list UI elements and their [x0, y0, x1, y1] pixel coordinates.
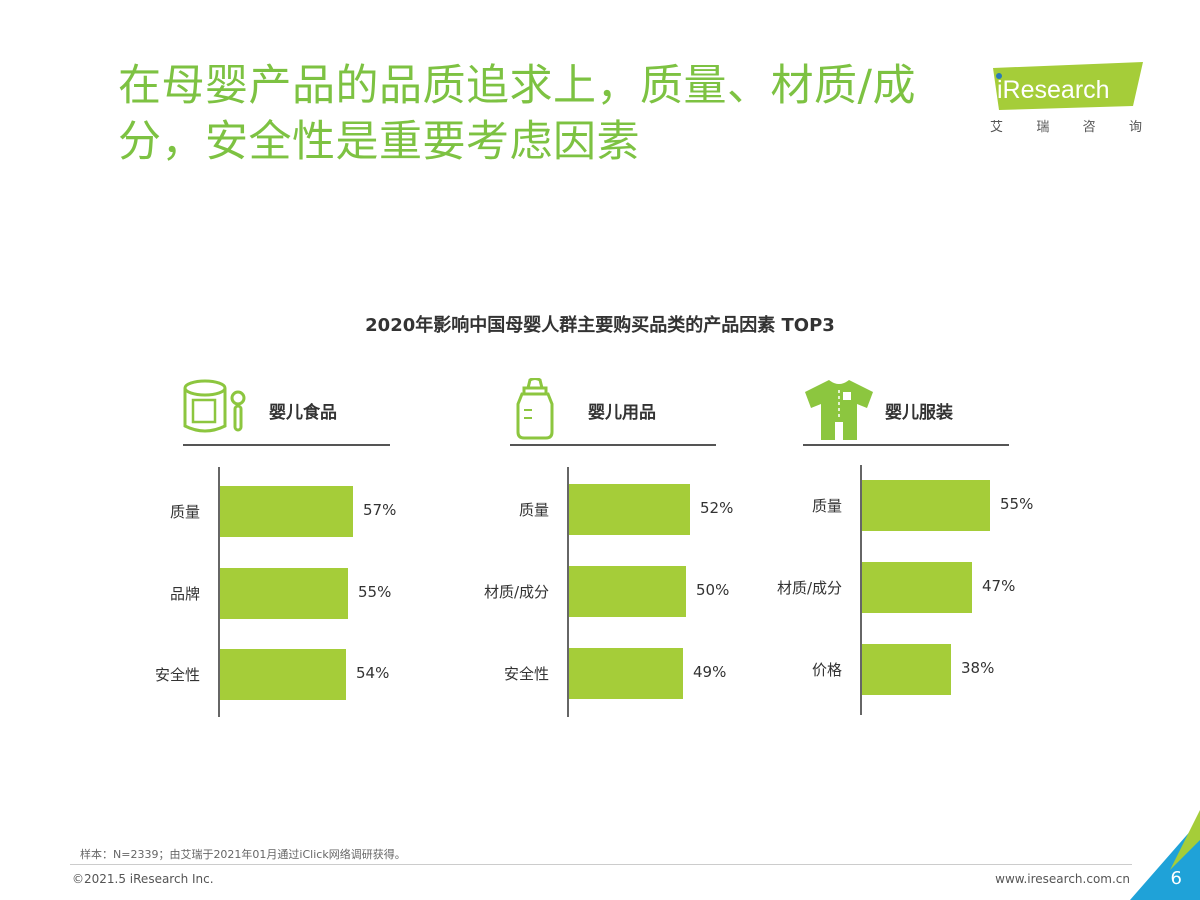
chart-title: 2020年影响中国母婴人群主要购买品类的产品因素 TOP3 — [365, 315, 835, 336]
data-label: 54% — [356, 664, 390, 682]
data-label: 47% — [982, 577, 1016, 595]
category-label: 质量 — [169, 503, 200, 521]
panel-label: 婴儿服装 — [885, 403, 953, 423]
logo-subtitle-char: 咨 — [1082, 120, 1096, 135]
iresearch-logo: iResearch — [993, 62, 1143, 110]
panel-header-baby-products: 婴儿用品 — [510, 374, 716, 446]
data-label: 49% — [693, 663, 727, 681]
bar — [569, 484, 690, 535]
website-link[interactable]: www.iresearch.com.cn — [995, 872, 1130, 886]
bar — [220, 649, 346, 700]
footer-divider — [70, 864, 1132, 865]
data-label: 38% — [961, 659, 995, 677]
category-label: 质量 — [518, 501, 549, 519]
category-label: 质量 — [811, 497, 842, 515]
logo-subtitle-char: 询 — [1128, 120, 1142, 135]
logo-text: iResearch — [997, 76, 1110, 104]
panel-axis-baby-products — [567, 467, 569, 717]
category-label: 材质/成分 — [776, 579, 842, 597]
panel-label: 婴儿食品 — [269, 403, 337, 423]
page-title: 在母婴产品的品质追求上，质量、材质/成分，安全性是重要考虑因素 — [118, 61, 916, 167]
bar — [862, 644, 951, 695]
corner-decoration — [1130, 810, 1200, 900]
data-label: 50% — [696, 581, 730, 599]
baby-bottle-icon — [516, 378, 554, 440]
bar — [862, 562, 972, 613]
panel-axis-baby-clothing — [860, 465, 862, 715]
category-label: 安全性 — [154, 666, 200, 684]
footnote: 样本：N=2339；由艾瑞于2021年01月通过iClick网络调研获得。 — [80, 848, 406, 861]
category-label: 安全性 — [503, 665, 549, 683]
category-label: 价格 — [811, 661, 842, 679]
category-label: 品牌 — [169, 585, 200, 603]
data-label: 57% — [363, 501, 397, 519]
category-label: 材质/成分 — [483, 583, 549, 601]
bar — [220, 486, 353, 537]
data-label: 55% — [358, 583, 392, 601]
page-number: 6 — [1170, 868, 1182, 889]
panel-label: 婴儿用品 — [588, 403, 656, 423]
logo-subtitle-char: 艾 — [990, 120, 1004, 135]
baby-onesie-icon — [805, 380, 873, 440]
logo-subtitle-char: 瑞 — [1036, 120, 1050, 135]
data-label: 52% — [700, 499, 734, 517]
formula-can-icon — [183, 379, 246, 433]
bar — [569, 648, 683, 699]
panel-header-baby-clothing: 婴儿服装 — [803, 374, 1009, 446]
panel-axis-baby-food — [218, 467, 220, 717]
bar — [862, 480, 990, 531]
copyright: ©2021.5 iResearch Inc. — [72, 872, 214, 886]
bar — [220, 568, 348, 619]
panel-header-baby-food: 婴儿食品 — [183, 374, 390, 446]
data-label: 55% — [1000, 495, 1034, 513]
bar — [569, 566, 686, 617]
logo-subtitle: 艾 瑞 咨 询 — [990, 116, 1142, 135]
